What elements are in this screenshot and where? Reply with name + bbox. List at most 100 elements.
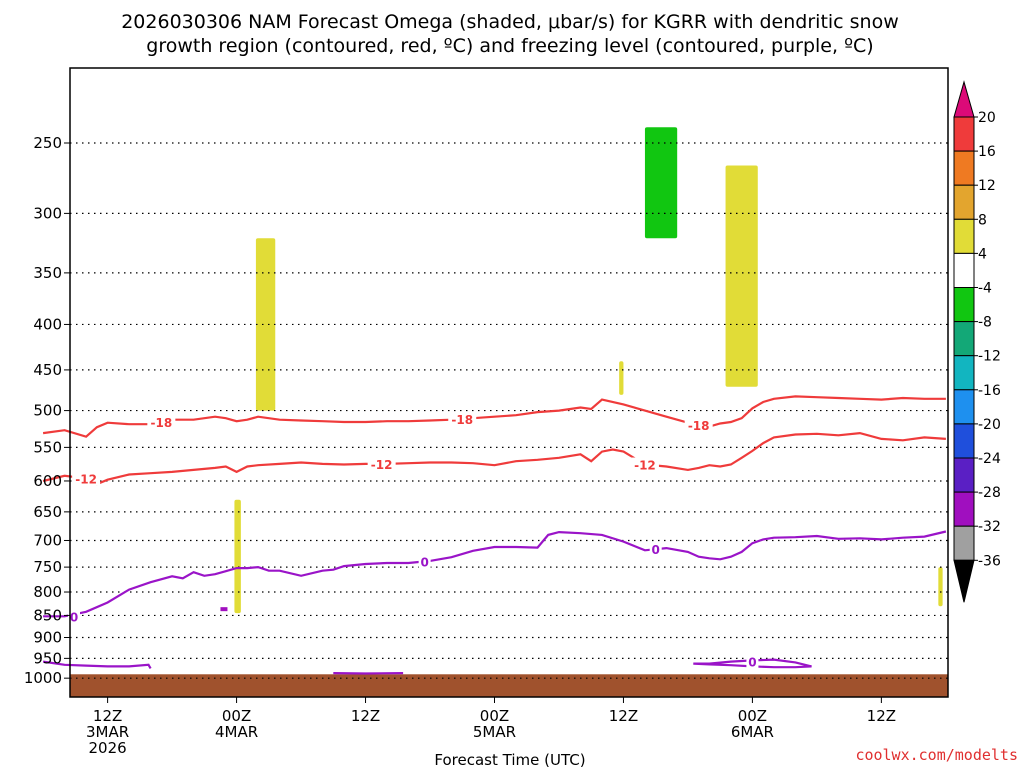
contour-line-2	[43, 530, 947, 618]
y-tick-label-800: 800	[33, 583, 62, 601]
omega-blip	[220, 607, 228, 612]
colorbar-swatch-5	[953, 252, 975, 288]
y-tick-label-900: 900	[33, 628, 62, 646]
chart-title-line-1: 2026030306 NAM Forecast Omega (shaded, μ…	[121, 11, 899, 33]
contour-layer: -18 -18 -18 -12 -12 -12 0 0 0 0	[42, 395, 947, 675]
x-tick-label-1-1: 4MAR	[215, 723, 258, 741]
omega-region-4	[619, 361, 624, 395]
contour-label-bg-1-1	[367, 456, 396, 471]
contour-label-0-2: -18	[688, 419, 710, 433]
x-tick-label-2-0: 12Z	[351, 707, 380, 725]
colorbar-label-10: -24	[978, 451, 1001, 467]
colorbar-swatch-7	[953, 321, 975, 357]
x-tick-label-4-0: 12Z	[609, 707, 638, 725]
contour-label-0-0: -18	[151, 416, 173, 430]
contour-line-1	[42, 431, 946, 486]
x-axis-label: Forecast Time (UTC)	[434, 751, 585, 768]
contour-segment-3-0	[42, 660, 152, 669]
contour-label-bg-2-0	[68, 609, 80, 624]
contour-label-bg-1-0	[72, 471, 101, 486]
y-tick-label-700: 700	[33, 531, 62, 549]
y-tick-label-750: 750	[33, 558, 62, 576]
x-tick-label-3-0: 00Z	[480, 707, 509, 725]
colorbar-label-3: 8	[978, 212, 987, 228]
colorbar-label-13: -36	[978, 553, 1001, 569]
colorbar-swatch-13	[953, 525, 975, 561]
x-tick-label-5-1: 6MAR	[731, 723, 774, 741]
x-tick-label-0-1: 3MAR	[86, 723, 129, 741]
colorbar-swatch-3	[953, 184, 975, 220]
colorbar-label-12: -32	[978, 519, 1001, 535]
x-tick-label-0-0: 12Z	[93, 707, 122, 725]
colorbar-swatch-8	[953, 355, 975, 391]
y-tick-label-500: 500	[33, 402, 62, 420]
contour-label-bg-1-2	[630, 457, 659, 472]
colorbar-swatch-12	[953, 491, 975, 527]
contour-label-1-2: -12	[634, 459, 656, 473]
contour-label-bg-2-2	[649, 542, 662, 557]
colorbar-label-2: 12	[978, 178, 996, 194]
contour-label-bg-0-2	[684, 417, 713, 432]
contour-label-1-0: -12	[75, 472, 97, 486]
colorbar-swatch-4	[953, 218, 975, 254]
y-tick-label-850: 850	[33, 606, 62, 624]
contour-label-bg-0-1	[448, 411, 477, 426]
y-axis-ticks: 250 300 350 400 450 500 550 600 650 700 750 800 850 9…	[24, 134, 70, 687]
x-tick-label-6-0: 12Z	[867, 707, 896, 725]
y-tick-label-1000: 1000	[24, 669, 62, 687]
colorbar-swatch-1	[953, 116, 975, 152]
colorbar-swatch-9	[953, 389, 975, 425]
colorbar-label-7: -12	[978, 349, 1001, 365]
contour-line-0	[42, 395, 946, 438]
omega-region-1	[255, 238, 276, 411]
y-tick-label-650: 650	[33, 503, 62, 521]
y-tick-label-400: 400	[33, 315, 62, 333]
omega-region-5	[938, 567, 943, 607]
contour-label-2-0: 0	[70, 610, 78, 624]
y-tick-label-950: 950	[33, 649, 62, 667]
omega-region-2	[234, 499, 241, 614]
contour-label-bg-3-0	[746, 654, 759, 669]
contour-loop-3	[693, 658, 812, 669]
colorbar-label-9: -20	[978, 417, 1001, 433]
contour-label-2-2: 0	[652, 543, 660, 557]
colorbar-label-0: 20	[978, 110, 996, 126]
colorbar-label-11: -28	[978, 485, 1001, 501]
colorbar-label-4: 4	[978, 246, 987, 262]
colorbar-label-5: -4	[978, 281, 992, 297]
terrain-layer	[70, 674, 948, 697]
contour-label-3-0: 0	[748, 656, 756, 670]
contour-label-0-1: -18	[451, 413, 473, 427]
y-tick-label-600: 600	[33, 472, 62, 490]
colorbar-bottom-arrow	[953, 559, 975, 603]
omega-shading-layer	[220, 127, 943, 614]
x-tick-label-1-0: 00Z	[222, 707, 251, 725]
omega-region-3	[725, 165, 758, 387]
contour-label-bg-2-1	[418, 554, 431, 569]
chart-title-line-2: growth region (contoured, red, ºC) and f…	[146, 35, 873, 57]
colorbar-swatch-11	[953, 457, 975, 493]
y-tick-label-450: 450	[33, 361, 62, 379]
plot-frame	[69, 67, 949, 698]
colorbar-label-1: 16	[978, 144, 996, 160]
y-tick-label-250: 250	[33, 134, 62, 152]
colorbar-label-8: -16	[978, 383, 1001, 399]
contour-label-2-1: 0	[420, 555, 428, 569]
colorbar: 20 16 12 8 4 -4 -8 -12 -16 -20 -24 -28 -32 -36	[953, 80, 1001, 603]
omega-region-6	[644, 127, 678, 239]
terrain-fill	[70, 674, 948, 697]
colorbar-swatch-10	[953, 423, 975, 459]
colorbar-label-6: -8	[978, 315, 992, 331]
x-tick-label-0-2: 2026	[89, 739, 127, 757]
colorbar-swatch-2	[953, 150, 975, 186]
colorbar-swatch-6	[953, 287, 975, 323]
y-tick-label-300: 300	[33, 204, 62, 222]
credit-text: coolwx.com/modelts	[855, 746, 1018, 764]
contour-label-1-1: -12	[371, 458, 393, 472]
contour-label-bg-0-0	[147, 414, 176, 429]
y-tick-label-350: 350	[33, 264, 62, 282]
y-tick-label-550: 550	[33, 438, 62, 456]
x-tick-label-3-1: 5MAR	[473, 723, 516, 741]
